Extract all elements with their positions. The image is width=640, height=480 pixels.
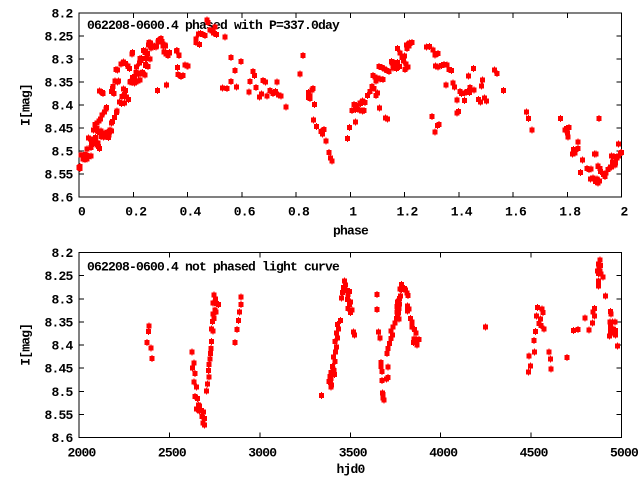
svg-text:5000: 5000: [610, 446, 639, 461]
svg-text:2: 2: [620, 205, 628, 220]
svg-text:3500: 3500: [339, 446, 368, 461]
svg-text:2500: 2500: [158, 446, 187, 461]
svg-text:8.4: 8.4: [51, 99, 73, 114]
svg-text:4000: 4000: [429, 446, 458, 461]
svg-text:8.6: 8.6: [51, 431, 73, 446]
svg-text:062208-0600.4 not phased light: 062208-0600.4 not phased light curve: [87, 260, 340, 275]
svg-text:1.6: 1.6: [505, 205, 527, 220]
svg-text:0: 0: [78, 205, 86, 220]
svg-text:I[mag]: I[mag]: [19, 84, 34, 126]
svg-text:8.5: 8.5: [51, 385, 73, 400]
svg-text:8.55: 8.55: [44, 168, 73, 183]
svg-text:3000: 3000: [248, 446, 277, 461]
svg-text:0.8: 0.8: [288, 205, 310, 220]
svg-text:8.4: 8.4: [51, 339, 73, 354]
svg-text:0.4: 0.4: [179, 205, 201, 220]
svg-text:8.5: 8.5: [51, 145, 73, 160]
svg-text:8.2: 8.2: [51, 246, 73, 261]
svg-text:phase: phase: [333, 224, 369, 239]
svg-text:8.35: 8.35: [44, 315, 73, 330]
svg-text:hjd0: hjd0: [336, 462, 365, 477]
svg-text:1.4: 1.4: [451, 205, 473, 220]
svg-text:8.25: 8.25: [44, 269, 73, 284]
svg-text:1.8: 1.8: [559, 205, 581, 220]
svg-text:8.3: 8.3: [51, 292, 73, 307]
svg-text:1: 1: [349, 205, 357, 220]
svg-text:0.2: 0.2: [125, 205, 147, 220]
svg-text:8.3: 8.3: [51, 53, 73, 68]
svg-text:1.2: 1.2: [396, 205, 418, 220]
svg-text:8.55: 8.55: [44, 408, 73, 423]
svg-text:8.25: 8.25: [44, 30, 73, 45]
svg-text:0.6: 0.6: [234, 205, 256, 220]
svg-text:8.45: 8.45: [44, 122, 73, 137]
svg-text:8.35: 8.35: [44, 76, 73, 91]
svg-text:8.6: 8.6: [51, 191, 73, 206]
svg-text:2000: 2000: [67, 446, 96, 461]
svg-text:8.2: 8.2: [51, 7, 73, 22]
svg-text:4500: 4500: [520, 446, 549, 461]
svg-text:8.45: 8.45: [44, 362, 73, 377]
svg-text:I[mag]: I[mag]: [19, 324, 34, 366]
